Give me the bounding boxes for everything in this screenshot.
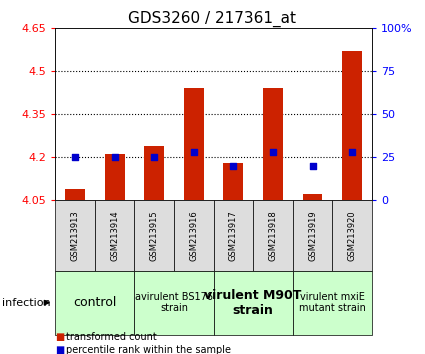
Point — [72, 154, 79, 160]
Text: transformed count: transformed count — [66, 332, 157, 342]
Text: ■: ■ — [55, 345, 65, 354]
Text: GSM213913: GSM213913 — [71, 210, 79, 261]
Text: GSM213920: GSM213920 — [348, 210, 357, 261]
Point — [348, 149, 355, 155]
Bar — [65, 189, 85, 200]
Text: avirulent BS176
strain: avirulent BS176 strain — [135, 292, 213, 314]
Text: GSM213916: GSM213916 — [189, 210, 198, 261]
Text: infection: infection — [2, 298, 51, 308]
Bar — [224, 163, 243, 200]
Text: GSM213917: GSM213917 — [229, 210, 238, 261]
Text: GDS3260 / 217361_at: GDS3260 / 217361_at — [128, 11, 297, 27]
Text: control: control — [73, 296, 116, 309]
Point — [269, 149, 276, 155]
Bar — [342, 51, 362, 200]
Bar — [303, 194, 323, 200]
Point — [309, 163, 316, 169]
Point — [190, 149, 197, 155]
Bar — [184, 88, 204, 200]
Text: GSM213918: GSM213918 — [269, 210, 278, 261]
Text: GSM213915: GSM213915 — [150, 210, 159, 261]
Point — [151, 154, 158, 160]
Text: ■: ■ — [55, 332, 65, 342]
Text: GSM213919: GSM213919 — [308, 210, 317, 261]
Text: percentile rank within the sample: percentile rank within the sample — [66, 345, 231, 354]
Point — [230, 163, 237, 169]
Bar — [105, 154, 125, 200]
Text: GSM213914: GSM213914 — [110, 210, 119, 261]
Text: virulent mxiE
mutant strain: virulent mxiE mutant strain — [299, 292, 366, 314]
Text: virulent M90T
strain: virulent M90T strain — [204, 289, 302, 317]
Bar — [144, 145, 164, 200]
Point — [111, 154, 118, 160]
Bar — [263, 88, 283, 200]
